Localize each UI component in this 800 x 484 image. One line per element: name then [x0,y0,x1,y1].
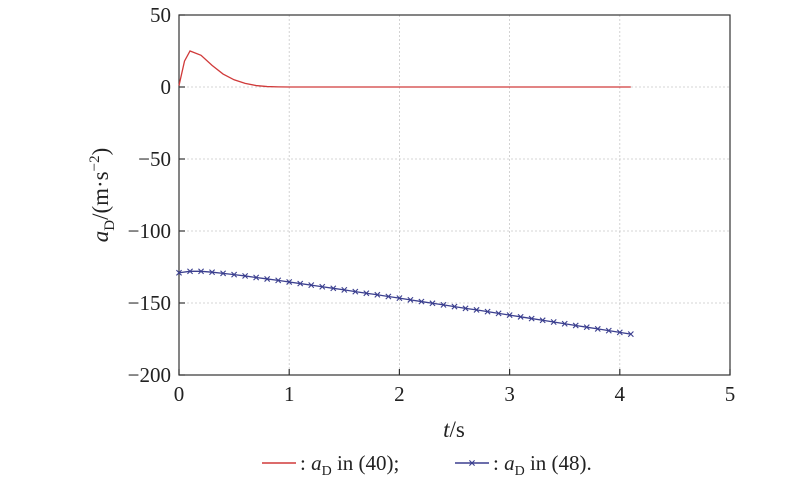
data-point [473,306,480,313]
data-point [297,280,304,287]
y-axis-label: aD/(m·s−2) [87,148,118,243]
data-point [209,269,216,276]
data-point [363,290,370,297]
data-point [264,275,271,282]
data-point [319,283,326,290]
y-tick-label: 50 [150,3,171,27]
data-point [231,271,238,278]
data-point [528,315,535,322]
data-point [374,291,381,298]
legend-x-marker [469,460,475,466]
x-axis-label: t/s [443,417,465,442]
data-point [396,295,403,302]
legend-label-series-2: : aD in (48). [493,451,592,479]
data-point [275,277,282,284]
data-point [495,310,502,317]
data-point [484,308,491,315]
data-point [407,296,414,303]
data-point [220,270,227,277]
series-layer [176,50,634,338]
series-line-2 [178,270,631,335]
data-point [242,272,249,279]
data-point [550,319,557,325]
data-point [616,329,623,336]
data-point [462,305,469,312]
data-point [451,303,458,310]
data-point [539,317,546,324]
data-point [440,301,447,308]
x-tick-label: 0 [174,382,185,406]
data-point [286,278,293,285]
data-point [594,325,601,332]
data-point [198,268,205,275]
legend: : aD in (40); : aD in (48). [262,451,592,479]
data-point [605,327,612,334]
data-point [253,274,260,281]
legend-entry-series-2: : aD in (48). [455,451,592,479]
grid-layer [179,15,730,375]
x-tick-label: 5 [725,382,736,406]
tick-layer: 0 1 2 3 4 5 50 0 −50 −100 −150 −200 [128,3,736,406]
data-point [572,322,579,329]
x-tick-label: 2 [394,382,405,406]
y-tick-label: −200 [128,363,171,387]
data-point [517,313,524,320]
data-point [418,298,425,305]
y-tick-label: −50 [138,147,171,171]
y-tick-label: 0 [161,75,172,99]
data-point [341,286,348,293]
series-line-1 [178,50,631,88]
data-point [561,320,568,327]
data-point [583,324,590,331]
plot-frame [178,14,731,376]
legend-marker-series-2 [469,460,475,466]
legend-label-series-1: : aD in (40); [300,451,399,479]
data-point [352,288,359,295]
data-point [506,312,513,319]
data-point [429,300,436,307]
x-tick-label: 3 [504,382,515,406]
data-point [330,285,337,292]
data-point [385,293,392,300]
x-tick-label: 1 [284,382,295,406]
y-tick-label: −150 [128,291,171,315]
x-tick-label: 4 [615,382,626,406]
y-tick-label: −100 [128,219,171,243]
data-point [176,269,182,276]
data-point [308,282,315,289]
data-point [187,268,194,275]
data-point [627,331,634,338]
legend-entry-series-1: : aD in (40); [262,451,399,479]
